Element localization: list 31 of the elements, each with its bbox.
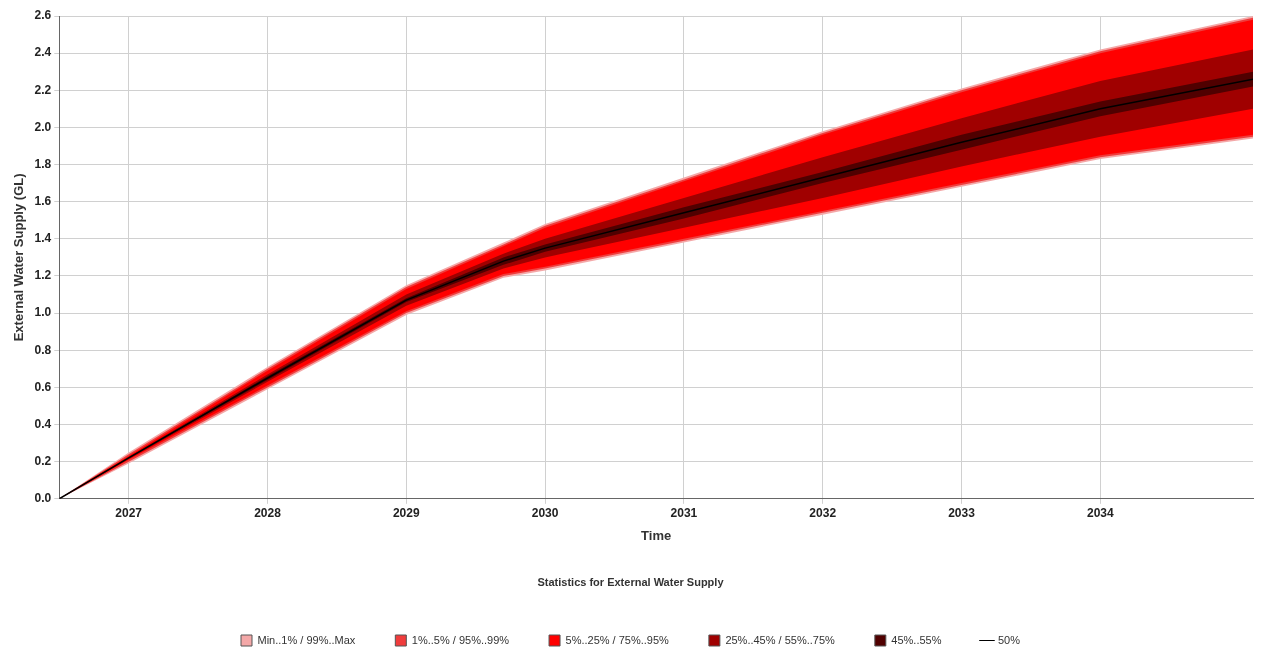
y-tick-label: 1.4	[34, 231, 52, 246]
y-axis-title: External Water Supply (GL)	[11, 173, 27, 342]
x-tick-label: 2033	[948, 506, 976, 521]
x-tick-label: 2029	[392, 506, 420, 521]
legend-label: 5%..25% / 75%..95%	[565, 633, 670, 646]
legend-label: 50%	[997, 633, 1021, 646]
legend-label: Min..1% / 99%..Max	[257, 633, 356, 646]
y-tick-label: 2.2	[34, 82, 52, 97]
x-tick-label: 2032	[809, 506, 837, 521]
x-tick-label: 2028	[254, 506, 282, 521]
legend-title: Statistics for External Water Supply	[537, 576, 725, 589]
y-tick-label: 0.2	[34, 453, 52, 468]
legend-label: 1%..5% / 95%..99%	[411, 633, 510, 646]
y-tick-label: 0.8	[34, 342, 52, 357]
y-tick-label: 1.2	[34, 268, 52, 283]
y-tick-label: 1.0	[34, 305, 52, 320]
y-tick-label: 1.8	[34, 156, 52, 171]
x-tick-label: 2027	[115, 506, 143, 521]
x-tick-label: 2030	[531, 506, 559, 521]
y-tick-label: 0.4	[34, 416, 52, 431]
x-tick-label: 2031	[670, 506, 698, 521]
y-tick-label: 0.6	[34, 379, 52, 394]
y-tick-label: 1.6	[34, 194, 52, 208]
x-tick-label: 2034	[1086, 506, 1114, 521]
y-tick-label: 2.4	[34, 45, 52, 60]
legend-label: 45%..55%	[891, 633, 942, 646]
x-axis-title: Time	[641, 527, 672, 543]
y-tick-label: 0.0	[34, 491, 52, 506]
legend-label: 25%..45% / 55%..75%	[725, 633, 836, 646]
y-tick-label: 2.0	[34, 119, 52, 134]
y-tick-label: 2.6	[34, 8, 52, 23]
